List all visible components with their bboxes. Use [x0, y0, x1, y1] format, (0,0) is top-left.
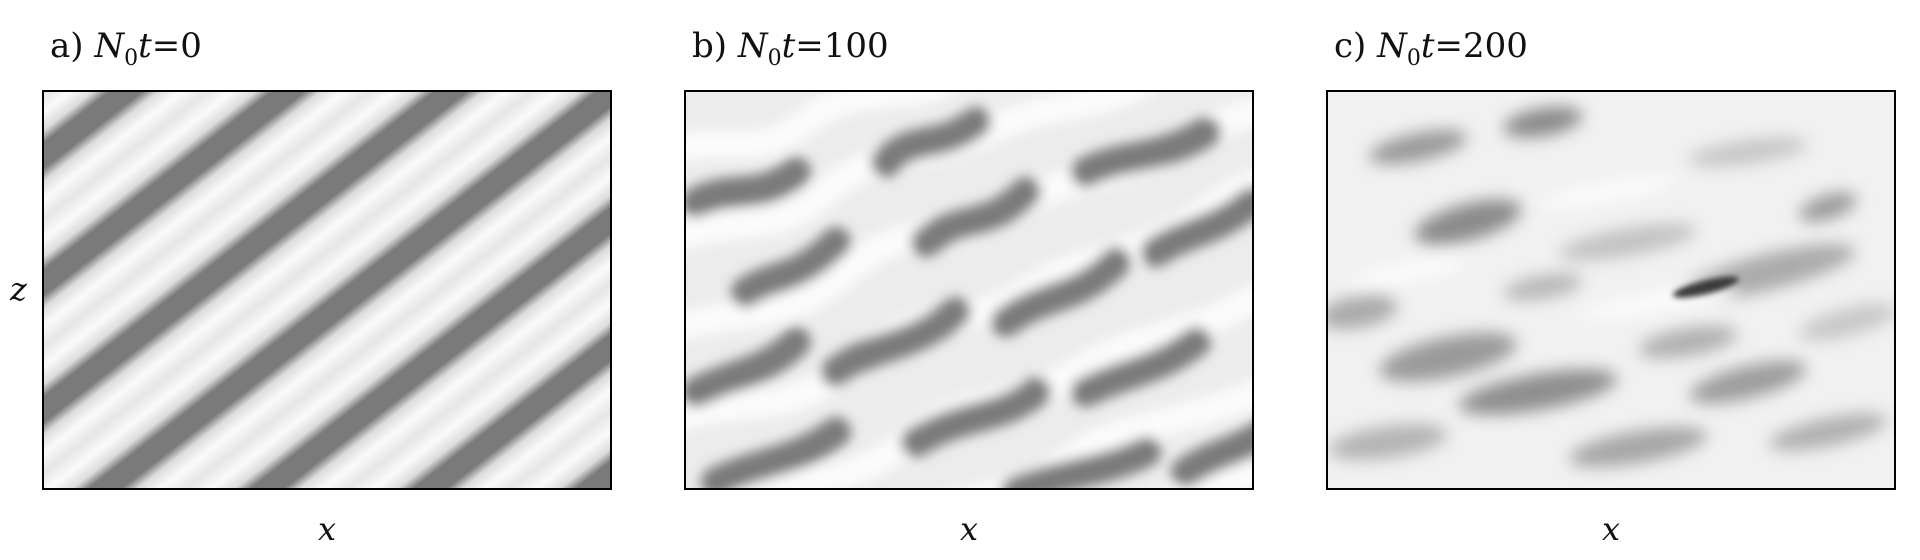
- panel-a-x-label: x: [317, 510, 337, 548]
- panel-c-turbulence: [1328, 92, 1894, 488]
- panel-a-stripes: [44, 92, 610, 488]
- panel-b-field: [684, 90, 1254, 490]
- panel-b: b) N0t=100: [684, 0, 1304, 560]
- panel-a-title: a) N0t=0: [50, 26, 202, 71]
- panel-c-title: c) N0t=200: [1334, 26, 1528, 71]
- panel-c-field: [1326, 90, 1896, 490]
- panel-c: c) N0t=200: [1326, 0, 1920, 560]
- panel-b-waves: [686, 92, 1252, 488]
- panel-b-title: b) N0t=100: [692, 26, 889, 71]
- panel-a-field: [42, 90, 612, 490]
- z-axis-label: z: [10, 270, 27, 308]
- panel-b-x-label: x: [959, 510, 979, 548]
- panel-c-x-label: x: [1601, 510, 1621, 548]
- panel-a: a) N0t=0 x: [42, 0, 662, 560]
